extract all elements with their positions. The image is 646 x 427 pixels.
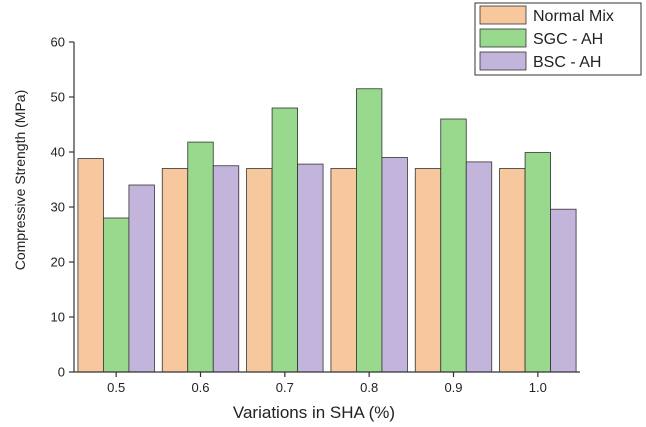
bar-bsc-ah-0-6 xyxy=(212,165,240,373)
x-tick-label: 0.6 xyxy=(191,380,209,395)
legend: Normal Mix SGC - AH BSC - AH xyxy=(474,2,642,76)
bar-bsc-ah-0-8 xyxy=(381,157,408,373)
x-tick-label: 0.7 xyxy=(276,380,294,395)
y-tick-label: 50 xyxy=(51,90,65,105)
bar-bsc-ah-1-0 xyxy=(550,208,577,373)
y-tick-label: 60 xyxy=(51,35,65,50)
x-axis-title: Variations in SHA (%) xyxy=(233,403,395,422)
bar-bsc-ah-0-7 xyxy=(297,163,324,373)
x-tick-label: 0.8 xyxy=(360,380,378,395)
bar-bsc-ah-0-9 xyxy=(465,161,493,373)
bar-normal-mix-0-7 xyxy=(246,168,273,373)
y-tick-label: 0 xyxy=(58,365,65,380)
legend-label: BSC - AH xyxy=(533,54,601,71)
bar-sgc-ah-0-8 xyxy=(356,88,383,373)
bar-sgc-ah-1-0 xyxy=(524,152,551,373)
legend-swatch xyxy=(479,51,527,71)
legend-swatch xyxy=(479,5,527,25)
ticks-group: 0 10 20 30 40 50 60 0.5 0.6 0.7 0.8 0.9 1.0 xyxy=(51,35,547,396)
x-tick-label: 0.5 xyxy=(107,380,125,395)
y-tick-label: 40 xyxy=(51,145,65,160)
y-tick-label: 10 xyxy=(51,310,65,325)
bar-bsc-ah-0-5 xyxy=(128,184,155,373)
legend-label: Normal Mix xyxy=(533,8,614,25)
bar-sgc-ah-0-6 xyxy=(187,141,214,373)
bar-normal-mix-0-6 xyxy=(161,168,189,373)
legend-swatch xyxy=(479,28,527,48)
legend-label: SGC - AH xyxy=(533,31,603,48)
bar-sgc-ah-0-5 xyxy=(103,217,130,373)
bar-sgc-ah-0-7 xyxy=(271,107,298,373)
bars-group xyxy=(77,88,577,373)
bar-normal-mix-1-0 xyxy=(499,168,526,373)
y-axis-title: Compressive Strength (MPa) xyxy=(12,90,28,271)
bar-normal-mix-0-5 xyxy=(77,158,104,373)
x-tick-label: 1.0 xyxy=(529,380,547,395)
bar-sgc-ah-0-9 xyxy=(440,118,467,373)
bar-normal-mix-0-8 xyxy=(330,168,357,373)
y-tick-label: 30 xyxy=(51,200,65,215)
x-tick-label: 0.9 xyxy=(444,380,462,395)
y-tick-label: 20 xyxy=(51,255,65,270)
bar-normal-mix-0-9 xyxy=(414,168,442,373)
plot-area: 0 10 20 30 40 50 60 0.5 0.6 0.7 0.8 0.9 1.0 xyxy=(51,35,580,396)
